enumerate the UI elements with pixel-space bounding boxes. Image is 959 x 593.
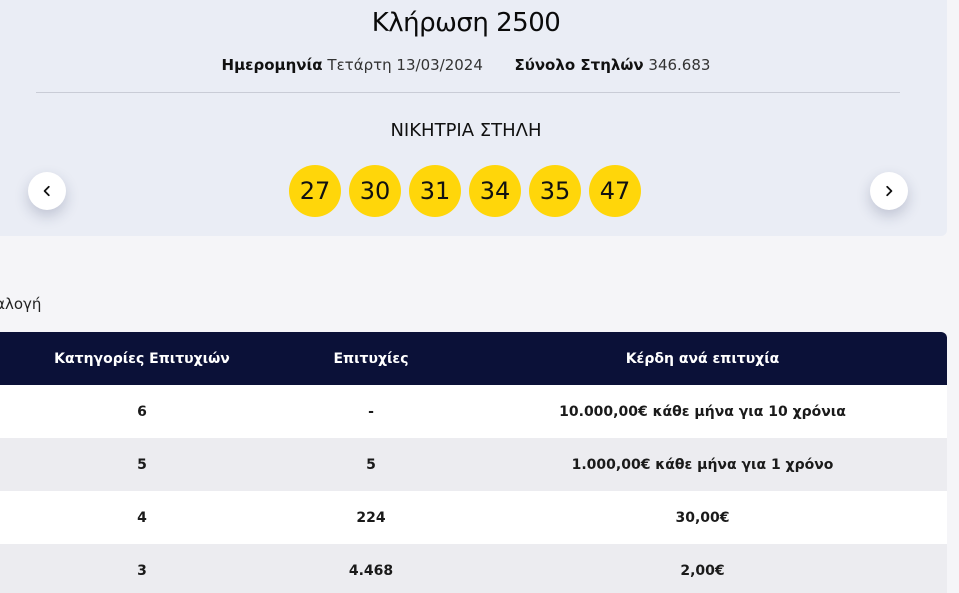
prize-table: Κατηγορίες Επιτυχιών Επιτυχίες Κέρδη ανά… — [0, 332, 947, 593]
winning-column-title: ΝΙΚΗΤΡΙΑ ΣΤΗΛΗ — [390, 120, 542, 141]
number-ball: 34 — [469, 165, 521, 217]
date-label: Ημερομηνία — [221, 56, 323, 74]
next-draw-button[interactable] — [870, 172, 908, 210]
chevron-right-icon — [886, 185, 893, 197]
winning-numbers: 27 30 31 34 35 47 — [289, 165, 641, 217]
cell-category: 5 — [137, 456, 147, 473]
table-row: 3 4.468 2,00€ — [0, 544, 947, 593]
draw-card: Κλήρωση 2500 Ημερομηνία Τετάρτη 13/03/20… — [0, 0, 947, 236]
cell-winners: 5 — [366, 456, 376, 473]
number-ball: 47 — [589, 165, 641, 217]
section-label: ιαλογή — [0, 295, 42, 313]
draw-title: Κλήρωση 2500 — [371, 8, 561, 38]
chevron-left-icon — [43, 185, 50, 197]
columns-label: Σύνολο Στηλών — [514, 56, 644, 74]
table-row: 6 - 10.000,00€ κάθε μήνα για 10 χρόνια — [0, 385, 947, 438]
cell-category: 6 — [137, 403, 147, 420]
number-ball: 30 — [349, 165, 401, 217]
cell-winners: 224 — [356, 509, 386, 526]
cell-prize: 2,00€ — [680, 562, 725, 579]
cell-category: 3 — [137, 562, 147, 579]
table-header: Κατηγορίες Επιτυχιών Επιτυχίες Κέρδη ανά… — [0, 332, 947, 385]
cell-category: 4 — [137, 509, 147, 526]
number-ball: 27 — [289, 165, 341, 217]
table-row: 4 224 30,00€ — [0, 491, 947, 544]
draw-meta: Ημερομηνία Τετάρτη 13/03/2024 Σύνολο Στη… — [0, 56, 932, 74]
table-row: 5 5 1.000,00€ κάθε μήνα για 1 χρόνο — [0, 438, 947, 491]
previous-draw-button[interactable] — [28, 172, 66, 210]
number-ball: 31 — [409, 165, 461, 217]
header-winners: Επιτυχίες — [333, 350, 409, 367]
cell-prize: 1.000,00€ κάθε μήνα για 1 χρόνο — [571, 456, 834, 473]
columns-value: 346.683 — [648, 56, 711, 74]
cell-prize: 10.000,00€ κάθε μήνα για 10 χρόνια — [559, 403, 846, 420]
number-ball: 35 — [529, 165, 581, 217]
divider — [36, 92, 900, 93]
cell-winners: 4.468 — [348, 562, 394, 579]
cell-winners: - — [368, 403, 374, 420]
cell-prize: 30,00€ — [675, 509, 730, 526]
header-categories: Κατηγορίες Επιτυχιών — [54, 350, 230, 367]
header-prize: Κέρδη ανά επιτυχία — [625, 350, 780, 367]
date-value: Τετάρτη 13/03/2024 — [327, 56, 483, 74]
